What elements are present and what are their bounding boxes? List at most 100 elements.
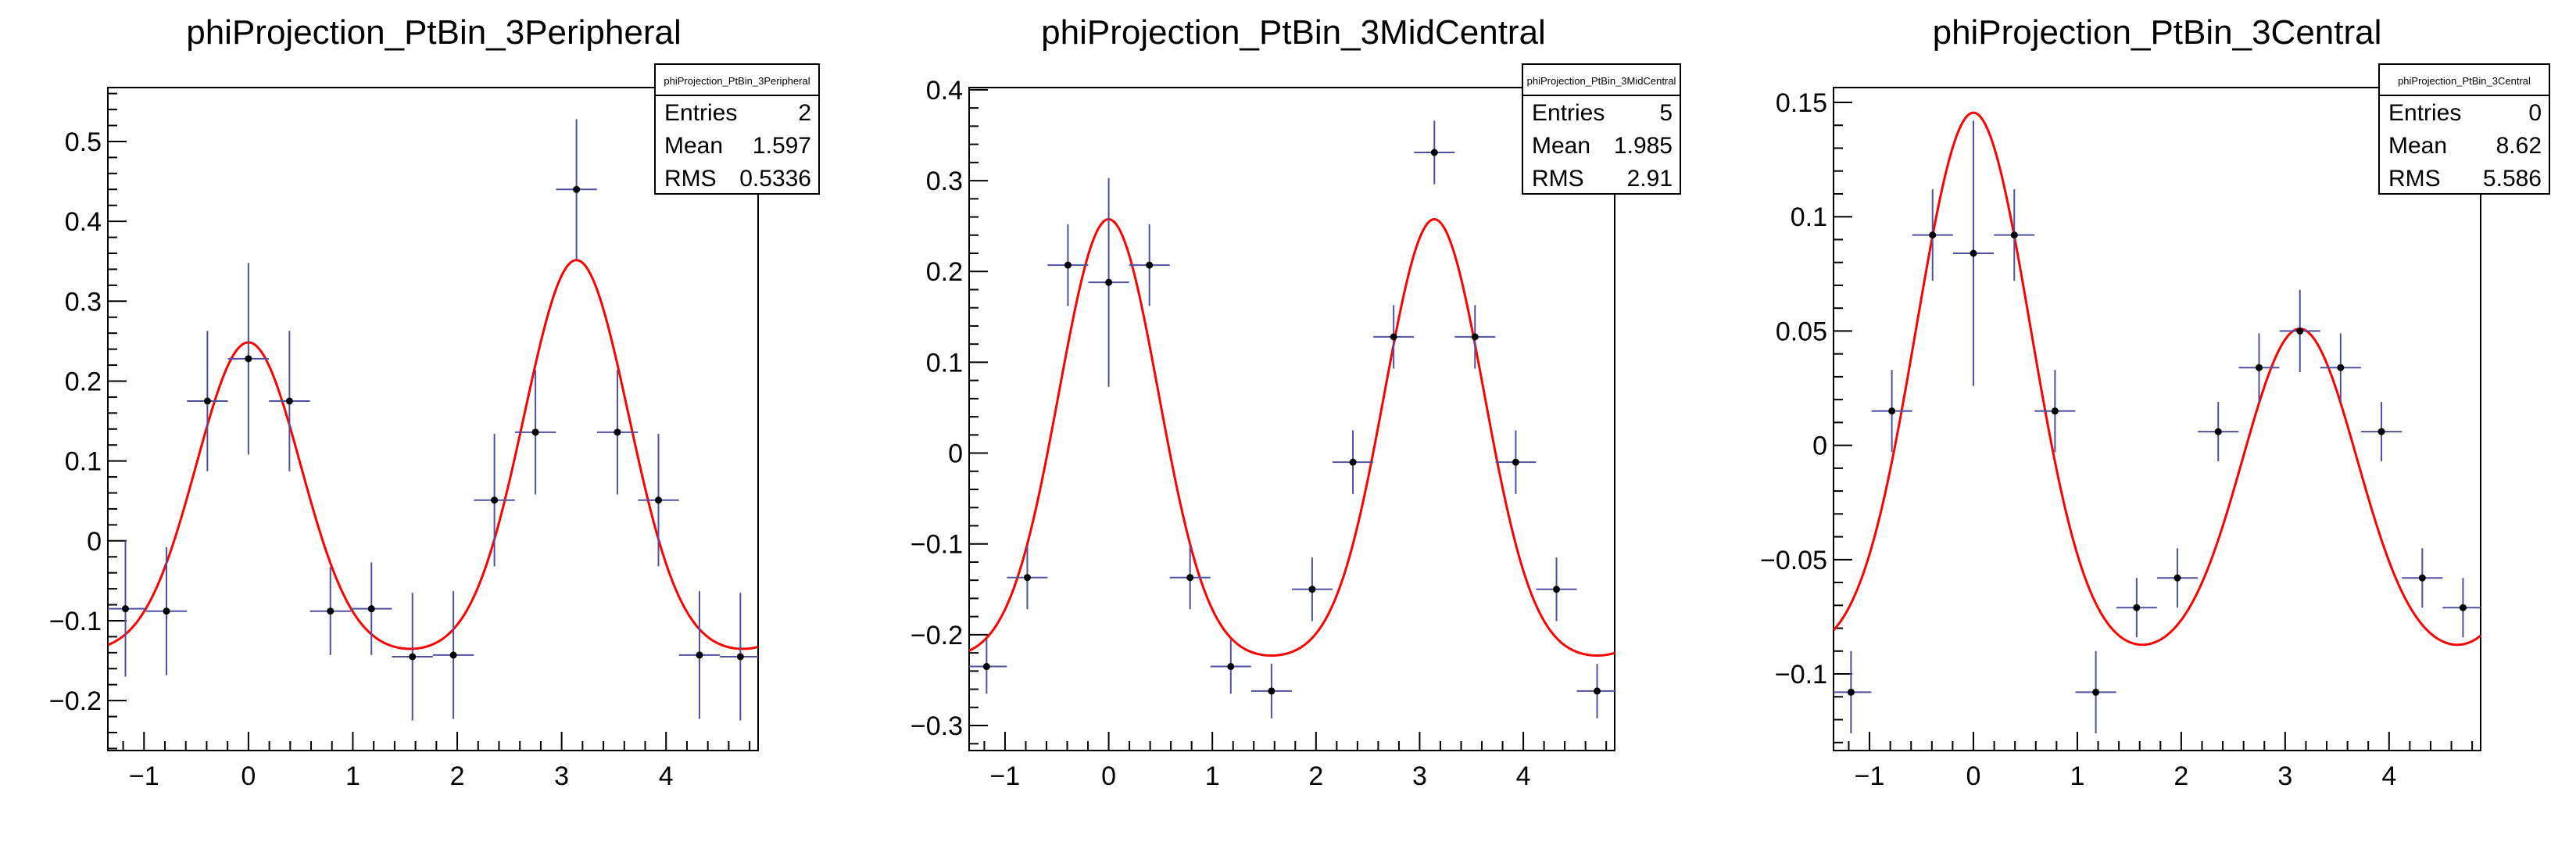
data-point bbox=[392, 593, 433, 721]
plot-area bbox=[108, 119, 758, 721]
stats-box-name: phiProjection_PtBin_3Central bbox=[2398, 75, 2531, 87]
plot-frame bbox=[107, 87, 759, 751]
data-marker bbox=[2377, 428, 2385, 435]
stats-row-label: Entries bbox=[2388, 100, 2461, 126]
chart-title: phiProjection_PtBin_3Central bbox=[1933, 13, 2382, 52]
data-marker bbox=[2051, 407, 2059, 415]
x-tick-label: 2 bbox=[450, 761, 465, 791]
stats-box: phiProjection_PtBin_3Central Entries 0 Mean… bbox=[2378, 63, 2550, 195]
stats-row-label: Mean bbox=[1532, 133, 1590, 159]
data-point bbox=[309, 567, 351, 655]
data-point bbox=[1047, 224, 1089, 306]
y-tick-label: 0.1 bbox=[1791, 202, 1827, 232]
x-tick-label: 2 bbox=[1308, 761, 1323, 791]
x-tick-label: 1 bbox=[345, 761, 360, 791]
data-point bbox=[1291, 557, 1333, 622]
stats-row-label: Entries bbox=[1532, 100, 1605, 126]
data-marker bbox=[1929, 231, 1937, 239]
data-marker bbox=[163, 607, 170, 615]
x-tick-label: 3 bbox=[554, 761, 569, 791]
chart-panel-1: phiProjection_PtBin_3Peripheral −1 0 1 2 3 4 −0… bbox=[49, 13, 820, 791]
stats-row-value: 5.586 bbox=[2483, 166, 2542, 192]
data-point bbox=[1912, 189, 1953, 281]
stats-box: phiProjection_PtBin_3Peripheral Entries 2 M… bbox=[654, 63, 820, 195]
stats-row-label: RMS bbox=[1532, 166, 1584, 192]
x-tick-label: 3 bbox=[1412, 761, 1427, 791]
x-tick-label: 4 bbox=[659, 761, 674, 791]
data-point bbox=[2075, 650, 2116, 734]
x-tick-label: 0 bbox=[241, 761, 256, 791]
fit-curve bbox=[1834, 111, 2481, 647]
plot-area bbox=[969, 120, 1615, 718]
stats-row-value: 2 bbox=[798, 100, 811, 126]
data-point bbox=[145, 546, 188, 675]
chart-panel-3: phiProjection_PtBin_3Central −1 0 1 2 3 4 −0.1 −… bbox=[1760, 13, 2550, 791]
y-tick-label: −0.1 bbox=[911, 530, 963, 560]
y-tick-label: −0.2 bbox=[911, 621, 963, 650]
data-point bbox=[1495, 430, 1537, 494]
data-point bbox=[1871, 370, 1912, 453]
data-point bbox=[1129, 224, 1170, 306]
y-tick-label: 0.2 bbox=[926, 257, 963, 287]
y-tick-label: −0.1 bbox=[1775, 660, 1827, 690]
data-marker bbox=[2337, 364, 2345, 371]
data-marker bbox=[1146, 261, 1154, 269]
stats-row-value: 5 bbox=[1659, 100, 1673, 126]
y-tick-label: 0.4 bbox=[926, 76, 963, 106]
data-marker bbox=[2214, 428, 2222, 435]
data-marker bbox=[203, 397, 211, 405]
data-point bbox=[474, 433, 515, 567]
data-marker bbox=[1064, 261, 1072, 269]
stats-row-value: 1.985 bbox=[1614, 133, 1673, 159]
data-point bbox=[2279, 289, 2320, 373]
data-marker bbox=[121, 605, 129, 613]
stats-box-name: phiProjection_PtBin_3MidCentral bbox=[1527, 75, 1676, 87]
data-marker bbox=[1186, 574, 1194, 582]
stats-row-label: RMS bbox=[664, 166, 717, 192]
data-point bbox=[556, 119, 597, 260]
plot-area bbox=[1834, 111, 2481, 734]
y-tick-label: −0.2 bbox=[49, 686, 102, 716]
stats-row-label: Mean bbox=[664, 133, 723, 159]
plot-frame bbox=[1833, 87, 2481, 751]
data-point bbox=[1007, 546, 1048, 610]
data-marker bbox=[449, 651, 457, 659]
y-tick-label: 0.3 bbox=[65, 287, 102, 317]
data-point bbox=[269, 331, 310, 471]
y-tick-label: 0 bbox=[948, 439, 963, 469]
x-tick-label: 0 bbox=[1966, 761, 1981, 791]
data-point bbox=[432, 591, 474, 719]
data-marker bbox=[1308, 586, 1316, 593]
data-marker bbox=[1970, 249, 1977, 257]
data-point bbox=[108, 540, 146, 677]
data-marker bbox=[696, 651, 703, 659]
x-tick-label: 1 bbox=[1205, 761, 1220, 791]
x-tick-label: −1 bbox=[1855, 761, 1885, 791]
data-point bbox=[1333, 430, 1374, 494]
data-marker bbox=[1847, 688, 1855, 696]
stats-row-label: Mean bbox=[2388, 133, 2447, 159]
stats-row-value: 2.91 bbox=[1627, 166, 1673, 192]
data-marker bbox=[245, 355, 252, 363]
data-point bbox=[2034, 370, 2076, 453]
x-tick-label: 4 bbox=[1516, 761, 1531, 791]
data-marker bbox=[327, 607, 335, 615]
data-point bbox=[351, 562, 392, 655]
data-point bbox=[596, 370, 639, 495]
fit-curve bbox=[108, 259, 758, 650]
data-point bbox=[514, 370, 556, 495]
data-point bbox=[1536, 557, 1577, 622]
data-point bbox=[1210, 639, 1251, 694]
data-point bbox=[1414, 120, 1455, 185]
x-tick-label: 3 bbox=[2277, 761, 2292, 791]
stats-row-value: 1.597 bbox=[753, 133, 811, 159]
stats-row-value: 0 bbox=[2528, 100, 2542, 126]
data-point bbox=[678, 591, 721, 719]
stats-row-value: 8.62 bbox=[2496, 133, 2542, 159]
data-marker bbox=[982, 663, 990, 671]
stats-box: phiProjection_PtBin_3MidCentral Entries 5 M… bbox=[1522, 63, 1681, 195]
data-marker bbox=[736, 653, 744, 661]
data-marker bbox=[1268, 687, 1275, 695]
